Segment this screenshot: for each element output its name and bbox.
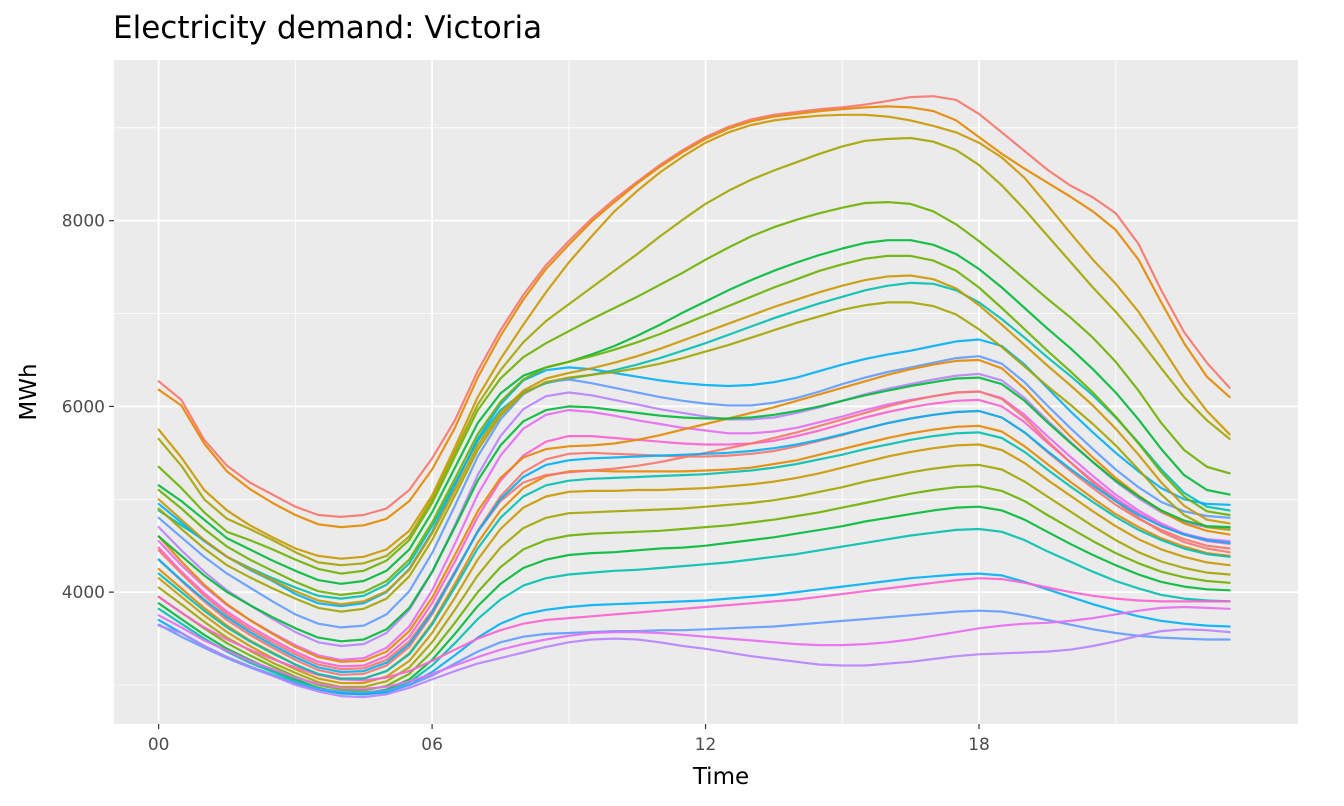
- series-line: [157, 274, 1231, 606]
- series-line: [157, 136, 1231, 567]
- series-line: [157, 239, 1231, 585]
- series-layer: [157, 95, 1231, 699]
- x-tick-label: 00: [148, 735, 170, 755]
- series-line: [157, 281, 1231, 600]
- series-line: [157, 485, 1231, 692]
- x-axis: 00 06 12 18: [148, 724, 990, 755]
- series-line: [157, 201, 1231, 575]
- x-tick-label: 06: [421, 735, 443, 755]
- series-line: [157, 572, 1231, 696]
- x-tick-label: 18: [968, 735, 990, 755]
- chart-title: Electricity demand: Victoria: [113, 10, 542, 46]
- series-line: [157, 254, 1231, 597]
- series-line: [157, 376, 1231, 643]
- y-tick-label: 6000: [62, 397, 105, 417]
- y-axis-title: MWh: [16, 363, 42, 420]
- series-line: [157, 95, 1231, 519]
- series-line: [157, 113, 1231, 560]
- series-line: [157, 409, 1231, 674]
- series-line: [157, 355, 1231, 629]
- series-line: [157, 358, 1231, 663]
- x-axis-title: Time: [692, 764, 749, 790]
- series-line: [157, 390, 1231, 662]
- series-line: [157, 609, 1231, 694]
- series-line: [157, 372, 1231, 648]
- y-axis: 4000 6000 8000: [62, 212, 114, 603]
- series-line: [157, 443, 1231, 685]
- series-line: [157, 605, 1231, 690]
- series-line: [157, 338, 1231, 608]
- series-line: [157, 431, 1231, 680]
- series-line: [157, 105, 1231, 529]
- y-tick-label: 4000: [62, 583, 105, 603]
- series-line: [157, 624, 1231, 699]
- series-line: [157, 301, 1231, 613]
- x-tick-label: 12: [695, 735, 717, 755]
- y-tick-label: 8000: [62, 212, 105, 232]
